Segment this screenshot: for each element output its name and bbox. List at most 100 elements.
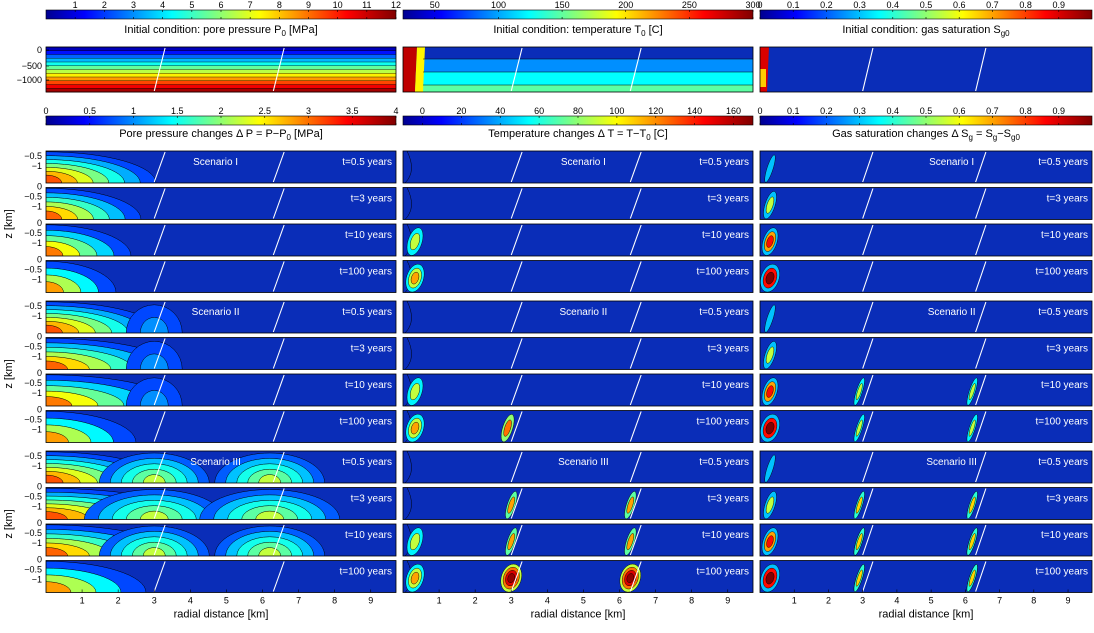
contour-band [403,47,417,92]
panel-content [763,338,987,370]
fault-line [975,261,987,292]
contour-line [404,487,412,520]
fault-line [153,488,166,519]
colorbar-tick-label: 0.3 [853,106,866,116]
field [760,224,1092,256]
panel: t=10 years [759,223,1093,257]
scenario-label: Scenario III [190,457,241,468]
colorbar-tick-label: 1 [131,106,136,116]
colorbar-tick-label: 120 [648,106,663,116]
fault-line [272,261,285,292]
panel-content [761,524,987,556]
panel-frame [45,260,397,293]
y-tick-label: −0.5 [24,451,42,461]
field [403,451,753,483]
panel-content [761,224,987,256]
colorbar-tick-label: 4 [393,106,398,116]
colorbar-tick-label: 0.2 [820,0,833,10]
y-tick-label: −500 [22,61,42,71]
panel-frame [759,373,1093,407]
contour-band [626,573,635,583]
contour-band [255,510,284,520]
panel-frame [402,187,754,220]
panel-frame [402,410,754,443]
panel-frame [759,450,1093,484]
panel: t=0.5 years Scenario II [45,300,397,334]
fault-line [862,488,874,519]
panel-content [404,524,642,556]
panel: t=0.5 years Scenario I [45,150,397,184]
x-tick-label: 5 [929,596,934,606]
colorbar-tick-label: 80 [573,106,583,116]
time-label: t=10 years [1041,380,1088,391]
contour-band [968,533,976,551]
panel: t=10 years [402,223,754,257]
panel: t=100 years [759,410,1093,443]
fault-line [272,524,285,556]
scenario-label: Scenario III [558,457,609,468]
contour-band [403,72,753,85]
fault-line [510,151,523,183]
colorbar-tick-label: 10 [333,0,343,10]
time-label: t=3 years [1047,194,1088,205]
contour-band [507,496,515,514]
fault-line [510,261,523,292]
fault-line [862,261,874,292]
contour-band [507,573,515,583]
panel-content [404,374,642,406]
contour-band [409,533,421,551]
y-tick-label: −1 [32,575,42,585]
contour-band [855,383,863,401]
x-tick-label: 7 [653,596,658,606]
y-tick-label: −0.5 [24,228,42,238]
panel: t=0.5 years Scenario I [759,150,1093,184]
colorbar-tick-label: 0.5 [920,106,933,116]
x-tick-label: 3 [860,596,865,606]
field [403,487,753,520]
panel: t=3 years [402,487,754,520]
y-tick-label: 0 [37,182,42,192]
contour-band [766,535,774,548]
panel: t=10 years [402,523,754,557]
contour-band [46,547,68,556]
y-axis-label: z [km] [3,209,15,238]
colorbar-tick-label: 0.5 [83,106,96,116]
fault-line [975,301,987,333]
time-label: t=10 years [345,530,392,541]
time-label: t=3 years [351,344,392,355]
fault-line [862,301,874,333]
y-tick-label: −1 [32,238,42,248]
fault-line [629,261,642,292]
contour-band [855,569,863,587]
contour-band [764,304,776,333]
fault-line [629,224,642,256]
panel-content [46,188,285,220]
colorbar-tick-label: 300 [745,0,760,10]
y-tick-label: −1 [32,161,42,171]
contour-band [46,84,396,89]
fault-line [510,338,523,369]
y-tick-label: 0 [37,45,42,55]
fault-line [272,224,285,256]
time-label: t=10 years [345,380,392,391]
fault-line [975,47,987,92]
contour-band [968,383,976,401]
panel-content [46,224,285,256]
initial-panel [759,46,1093,93]
panel-content [404,451,642,483]
fault-line [153,524,166,556]
contour-band [46,50,396,55]
fault-line [272,451,285,483]
field [403,374,753,406]
colorbar-tick-label: 200 [618,0,633,10]
colorbar-tick-label: 0.1 [787,0,800,10]
fault-line [862,411,874,442]
contour-band [968,569,976,587]
y-tick-label: 0 [37,255,42,265]
contour-band [415,47,425,92]
x-tick-label: 7 [296,596,301,606]
scenario-label: Scenario III [926,457,977,468]
time-label: t=0.5 years [699,157,749,168]
fault-line [153,47,166,92]
panel-frame [402,223,754,257]
